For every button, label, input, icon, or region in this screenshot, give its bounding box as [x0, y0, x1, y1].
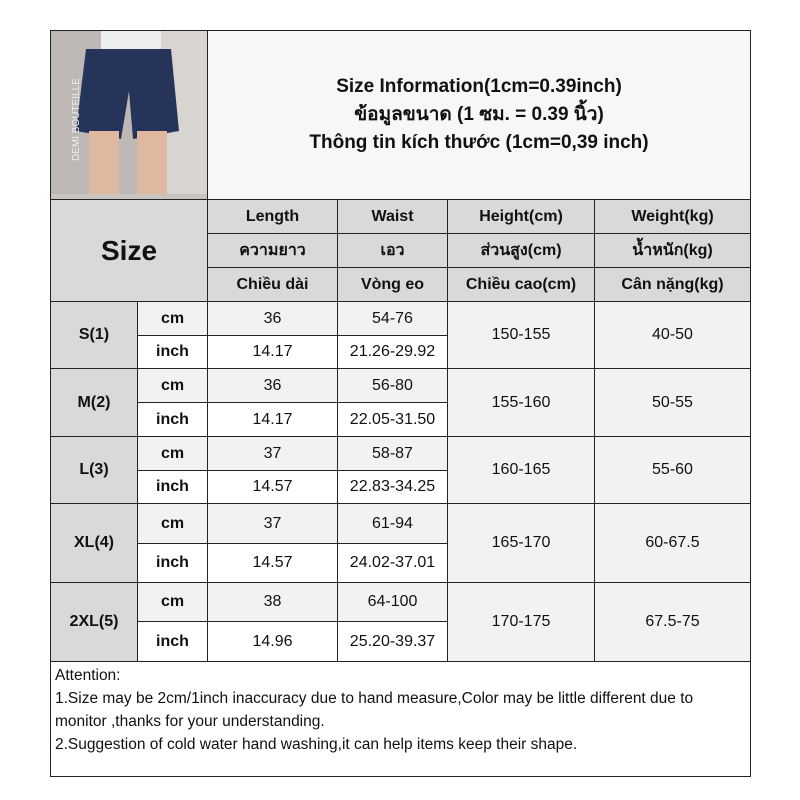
unit-cm: cm	[137, 436, 208, 471]
unit-cm: cm	[137, 582, 208, 622]
col-weight-vi: Cân nặng(kg)	[594, 267, 751, 302]
col-waist-en: Waist	[337, 199, 448, 234]
height-range: 155-160	[447, 368, 595, 437]
unit-inch: inch	[137, 621, 208, 662]
col-waist-th: เอว	[337, 233, 448, 268]
product-photo: DEMI BOUTEILLE	[50, 30, 208, 200]
waist-cm: 56-80	[337, 368, 448, 403]
col-height-en: Height(cm)	[447, 199, 595, 234]
length-cm: 38	[207, 582, 338, 622]
size-label: XL(4)	[50, 503, 138, 583]
unit-cm: cm	[137, 368, 208, 403]
length-inch: 14.17	[207, 335, 338, 369]
table-row: S(1) cm 36 54-76 150-155 40-50	[50, 301, 751, 369]
unit-inch: inch	[137, 470, 208, 504]
length-inch: 14.57	[207, 470, 338, 504]
length-inch: 14.96	[207, 621, 338, 662]
waist-inch: 22.05-31.50	[337, 402, 448, 437]
unit-inch: inch	[137, 335, 208, 369]
height-range: 150-155	[447, 301, 595, 369]
table-row: inch 14.17 21.26-29.92	[51, 335, 751, 369]
col-waist-vi: Vòng eo	[337, 267, 448, 302]
attention-notes: Attention: 1.Size may be 2cm/1inch inacc…	[50, 661, 751, 777]
title-vi: Thông tin kích thước (1cm=0,39 inch)	[309, 132, 649, 153]
watermark-text: DEMI BOUTEILLE	[71, 78, 82, 161]
col-length-vi: Chiều dài	[207, 267, 338, 302]
table-row: XL(4) cm 37 61-94 165-170 60-67.5	[50, 503, 751, 583]
table-row: inch 14.96 25.20-39.37	[51, 621, 751, 662]
table-row: inch 14.57 24.02-37.01	[51, 543, 751, 583]
attention-heading: Attention:	[55, 667, 121, 684]
waist-inch: 22.83-34.25	[337, 470, 448, 504]
waist-cm: 58-87	[337, 436, 448, 471]
col-height-th: ส่วนสูง(cm)	[447, 233, 595, 268]
weight-range: 60-67.5	[594, 503, 751, 583]
title-en: Size Information(1cm=0.39inch)	[336, 76, 622, 97]
weight-range: 67.5-75	[594, 582, 751, 662]
col-length-th: ความยาว	[207, 233, 338, 268]
table-row: inch 14.17 22.05-31.50	[51, 402, 751, 437]
height-range: 165-170	[447, 503, 595, 583]
length-inch: 14.17	[207, 402, 338, 437]
size-chart: DEMI BOUTEILLE Size Information(1cm=0.39…	[50, 30, 751, 777]
table-row: 2XL(5) cm 38 64-100 170-175 67.5-75	[50, 582, 751, 662]
weight-range: 50-55	[594, 368, 751, 437]
waist-inch: 25.20-39.37	[337, 621, 448, 662]
col-weight-en: Weight(kg)	[594, 199, 751, 234]
table-row: M(2) cm 36 56-80 155-160 50-55	[50, 368, 751, 437]
attention-note-1: 1.Size may be 2cm/1inch inaccuracy due t…	[55, 690, 694, 730]
size-label: L(3)	[50, 436, 138, 504]
length-cm: 36	[207, 368, 338, 403]
weight-range: 40-50	[594, 301, 751, 369]
size-label: S(1)	[50, 301, 138, 369]
waist-cm: 54-76	[337, 301, 448, 336]
waist-cm: 64-100	[337, 582, 448, 622]
waist-inch: 21.26-29.92	[337, 335, 448, 369]
table-row: L(3) cm 37 58-87 160-165 55-60	[50, 436, 751, 504]
size-info-title: Size Information(1cm=0.39inch) ข้อมูลขนา…	[207, 30, 751, 200]
waist-cm: 61-94	[337, 503, 448, 544]
title-th: ข้อมูลขนาด (1 ซม. = 0.39 นิ้ว)	[354, 104, 604, 125]
unit-cm: cm	[137, 503, 208, 544]
unit-inch: inch	[137, 543, 208, 583]
unit-cm: cm	[137, 301, 208, 336]
col-length-en: Length	[207, 199, 338, 234]
height-range: 170-175	[447, 582, 595, 662]
attention-note-2: 2.Suggestion of cold water hand washing,…	[55, 736, 578, 753]
length-cm: 36	[207, 301, 338, 336]
col-weight-th: น้ำหนัก(kg)	[594, 233, 751, 268]
size-label: M(2)	[50, 368, 138, 437]
length-inch: 14.57	[207, 543, 338, 583]
unit-inch: inch	[137, 402, 208, 437]
length-cm: 37	[207, 503, 338, 544]
height-range: 160-165	[447, 436, 595, 504]
shorts-image: DEMI BOUTEILLE	[51, 31, 207, 194]
waist-inch: 24.02-37.01	[337, 543, 448, 583]
size-header: Size	[50, 199, 208, 302]
size-label: 2XL(5)	[50, 582, 138, 662]
length-cm: 37	[207, 436, 338, 471]
weight-range: 55-60	[594, 436, 751, 504]
table-row: inch 14.57 22.83-34.25	[51, 470, 751, 504]
col-height-vi: Chiều cao(cm)	[447, 267, 595, 302]
